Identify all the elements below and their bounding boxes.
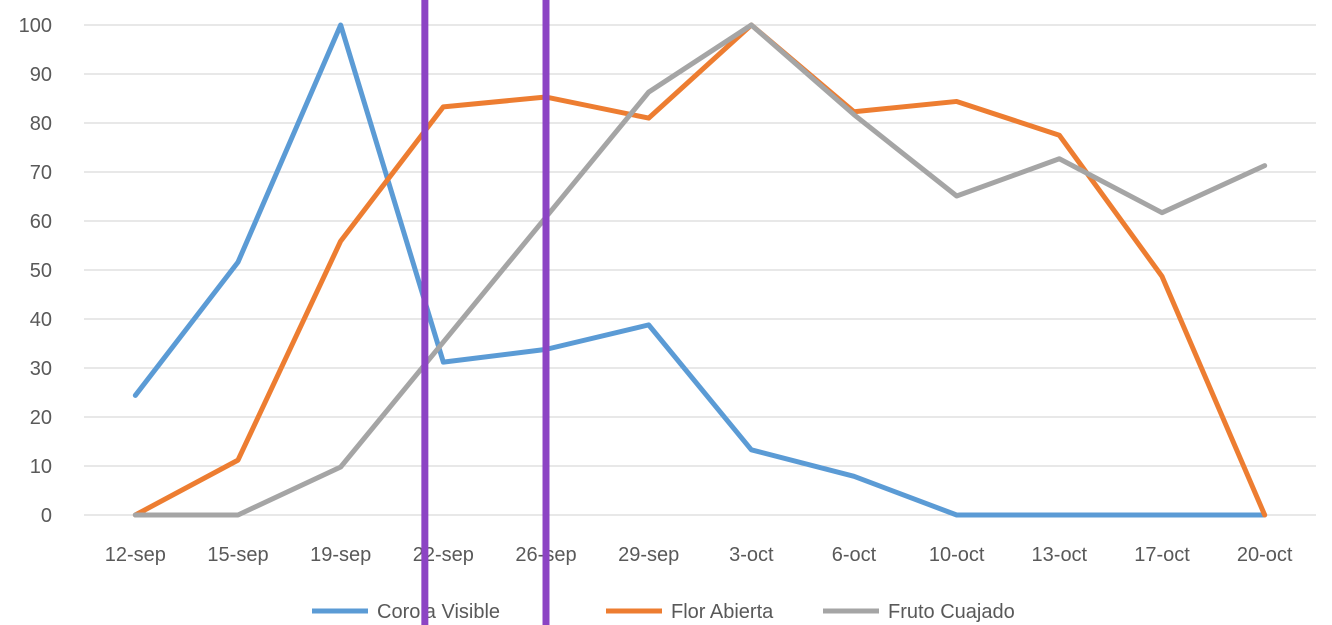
legend-label: Flor Abierta bbox=[671, 601, 774, 623]
x-tick-label: 6-oct bbox=[832, 544, 877, 566]
series-lines bbox=[132, 22, 1268, 518]
y-tick-label: 10 bbox=[30, 456, 52, 478]
y-tick-label: 60 bbox=[30, 211, 52, 233]
x-tick-label: 20-oct bbox=[1237, 544, 1293, 566]
x-axis-ticks: 12-sep15-sep19-sep22-sep26-sep29-sep3-oc… bbox=[105, 544, 1293, 566]
legend: Corola Visible Flor Abierta Fruto Cuajado bbox=[312, 601, 1015, 623]
x-tick-label: 29-sep bbox=[618, 544, 679, 566]
y-tick-label: 30 bbox=[30, 358, 52, 380]
y-tick-label: 20 bbox=[30, 407, 52, 429]
legend-label: Fruto Cuajado bbox=[888, 601, 1015, 623]
series-line-2 bbox=[132, 22, 1268, 518]
y-tick-label: 80 bbox=[30, 113, 52, 135]
y-tick-label: 90 bbox=[30, 64, 52, 86]
x-tick-label: 13-oct bbox=[1032, 544, 1088, 566]
y-tick-label: 100 bbox=[19, 15, 52, 37]
x-tick-label: 19-sep bbox=[310, 544, 371, 566]
vertical-marker-lines bbox=[421, 0, 550, 625]
x-tick-label: 15-sep bbox=[207, 544, 268, 566]
y-axis-ticks: 0 10 20 30 40 50 60 70 80 90 100 bbox=[19, 15, 52, 527]
x-tick-label: 17-oct bbox=[1134, 544, 1190, 566]
y-tick-label: 40 bbox=[30, 309, 52, 331]
gridlines bbox=[84, 24, 1316, 516]
y-tick-label: 70 bbox=[30, 162, 52, 184]
legend-label: Corola Visible bbox=[377, 601, 500, 623]
x-tick-label: 3-oct bbox=[729, 544, 774, 566]
y-tick-label: 0 bbox=[41, 505, 52, 527]
y-tick-label: 50 bbox=[30, 260, 52, 282]
series-line-1 bbox=[132, 22, 1268, 518]
series-line-0 bbox=[132, 22, 1268, 518]
x-tick-label: 10-oct bbox=[929, 544, 985, 566]
x-tick-label: 12-sep bbox=[105, 544, 166, 566]
